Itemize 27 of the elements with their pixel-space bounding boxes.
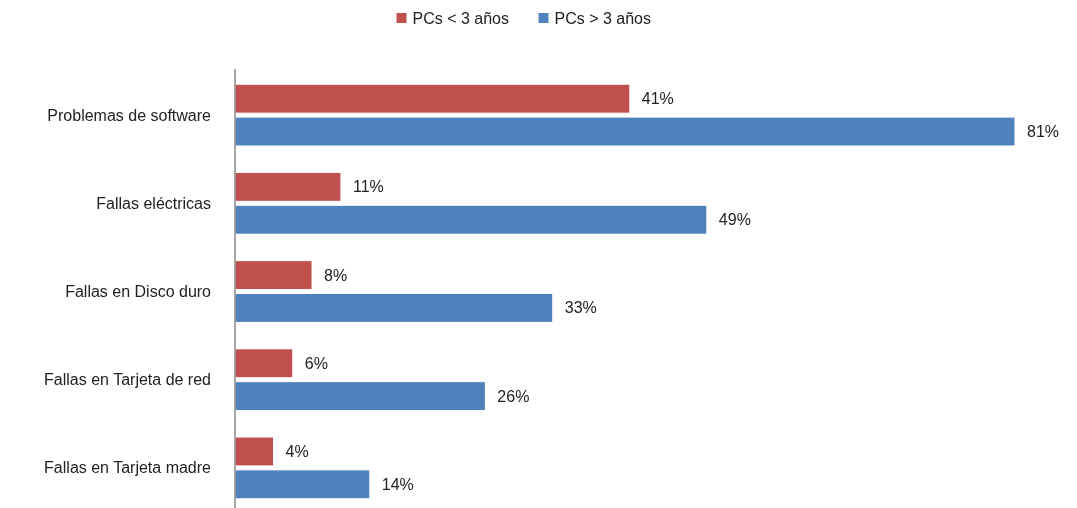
data-label: 41% (641, 90, 674, 108)
bar (234, 348, 294, 379)
y-tick-label: Fallas en Disco duro (65, 283, 212, 300)
y-tick-label: Problemas de software (47, 106, 212, 124)
y-tick-label: Fallas eléctricas (96, 194, 211, 212)
data-label: 49% (718, 211, 751, 229)
legend-label: PCs > 3 años (554, 9, 651, 27)
bar (234, 381, 486, 412)
bar (234, 469, 371, 500)
bar (234, 292, 554, 323)
bar (234, 436, 275, 467)
data-label: 11% (352, 178, 384, 196)
data-label: 6% (304, 354, 328, 372)
data-label: 81% (1027, 123, 1060, 141)
y-tick-label: Fallas en Tarjeta de red (44, 371, 211, 389)
bar (234, 116, 1016, 147)
data-label: 8% (324, 266, 348, 284)
y-tick-label: Fallas en Tarjeta madre (44, 459, 212, 477)
bar (234, 204, 708, 235)
data-label: 26% (497, 387, 530, 405)
data-label: 4% (285, 442, 309, 460)
legend-label: PCs < 3 años (412, 9, 509, 27)
data-label: 14% (381, 475, 414, 493)
bar (234, 83, 631, 114)
bar (234, 171, 342, 202)
bar (234, 260, 313, 291)
data-label: 33% (564, 299, 597, 317)
